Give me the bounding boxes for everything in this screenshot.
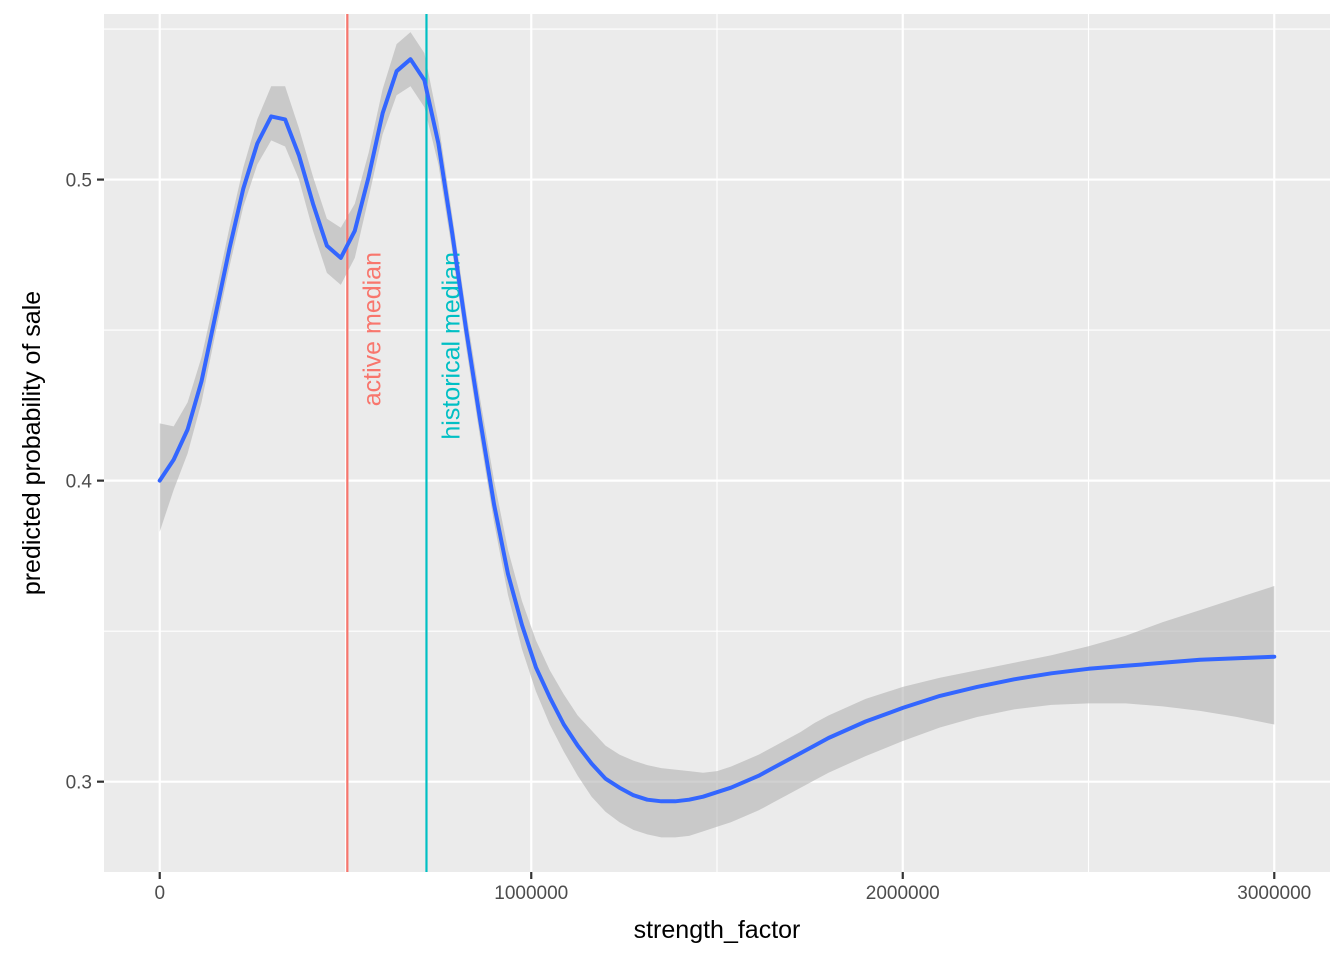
- confidence-band: [159, 32, 1275, 838]
- axis-ticks: 0 1000000 2000000 3000000 0.3 0.4 0.5: [66, 171, 1312, 904]
- median-label-1: historical median: [437, 252, 465, 440]
- y-tick-label: 0.3: [66, 773, 92, 794]
- y-tick-label: 0.4: [66, 472, 93, 493]
- smooth-line: [157, 57, 1277, 804]
- median-label-0: active median: [358, 252, 386, 406]
- median-lines: active median historical median: [346, 14, 465, 872]
- x-axis-title: strength_factor: [634, 916, 801, 944]
- y-axis-title: predicted probability of sale: [18, 291, 46, 595]
- x-tick-label: 1000000: [494, 883, 568, 904]
- x-tick-label: 2000000: [866, 883, 940, 904]
- x-tick-label: 3000000: [1237, 883, 1311, 904]
- x-tick-label: 0: [154, 883, 165, 904]
- y-tick-label: 0.5: [66, 171, 92, 192]
- minor-gridlines: [104, 14, 1330, 872]
